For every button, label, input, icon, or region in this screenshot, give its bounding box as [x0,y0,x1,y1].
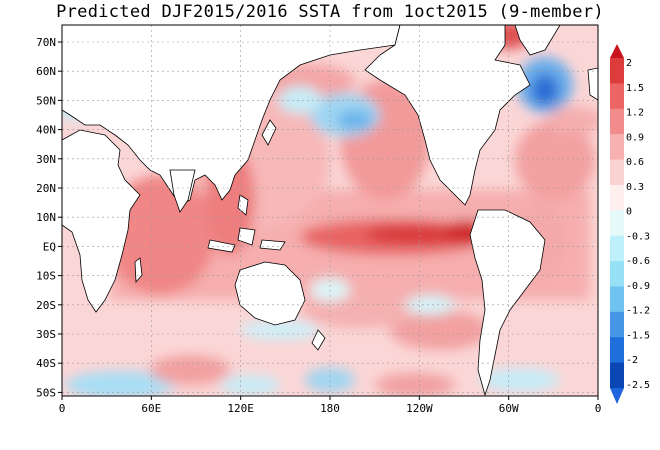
land-indonesia [207,227,286,253]
colorbar-top-arrow [610,44,624,58]
lon-label: 0 [59,402,66,415]
colorbar-label: -0.9 [626,281,650,292]
land-australia [234,261,306,326]
land-eurasia [62,25,401,206]
colorbar-segment [610,58,624,84]
colorbar-segment [610,134,624,161]
colorbar-segment [610,337,624,364]
colorbar-segment [610,235,624,262]
colorbar-segment [610,210,624,237]
land-madagascar [134,257,143,284]
lat-label: 10S [36,270,56,283]
colorbar-segment [610,184,624,211]
lat-label: EQ [43,240,56,253]
colorbar-segment [610,83,624,110]
lon-label: 60W [499,402,519,415]
lat-label: 30S [36,328,56,341]
colorbar-label: 0 [626,207,632,218]
lat-label: 50N [36,94,56,107]
colorbar-label: -0.3 [626,231,650,242]
land-india [169,169,196,213]
colorbar-label: 0.6 [626,157,644,168]
lon-label: 120W [406,402,433,415]
gridlines [62,25,598,396]
colorbar-label: 1.5 [626,83,644,94]
lat-label: 10N [36,211,56,224]
colorbar-segment [610,362,624,389]
colorbar-label: 2 [626,58,632,69]
lat-label: 20N [36,182,56,195]
land-masses [62,25,598,396]
lat-label: 40N [36,124,56,137]
colorbar-label: 1.2 [626,108,644,119]
lon-label: 60E [141,402,161,415]
land-north-america [364,25,531,206]
colorbar-segment [610,286,624,313]
longitude-axis: 0 60E 120E 180 120W 60W 0 [59,396,602,415]
land-new-zealand [311,329,326,351]
land-europe-west [587,67,598,101]
land-greenland [514,25,561,56]
latitude-axis: 70N 60N 50N 40N 30N 20N 10N EQ 10S 20S 30S 40S 50S [36,36,62,399]
colorbar-segment [610,311,624,338]
colorbar-label: -0.6 [626,256,650,267]
map-title: Predicted DJF2015/2016 SSTA from 1oct201… [56,2,604,22]
colorbar-label: -1.2 [626,306,650,317]
land-japan [261,119,277,146]
lat-label: 60N [36,65,56,78]
colorbar-label: -1.5 [626,330,650,341]
colorbar-segment [610,108,624,135]
lat-label: 70N [36,36,56,49]
lat-label: 30N [36,153,56,166]
colorbar-label: 0.9 [626,132,644,143]
lat-label: 50S [36,386,56,399]
lat-label: 20S [36,299,56,312]
lon-label: 120E [227,402,254,415]
land-africa [62,129,141,313]
land-south-america [469,209,546,396]
colorbar-segment [610,159,624,186]
lat-label: 40S [36,357,56,370]
colorbar-segment [610,261,624,287]
lon-label: 180 [320,402,340,415]
colorbar-label: -2 [626,355,638,366]
colorbar-label: -2.5 [626,380,650,391]
lon-label: 0 [595,402,602,415]
colorbar: 2 1.5 1.2 0.9 0.6 0.3 0 -0.3 -0.6 -0.9 -1.2 -1.5 -2 -… [610,44,650,404]
colorbar-label: 0.3 [626,182,644,193]
colorbar-bottom-arrow [610,388,624,404]
